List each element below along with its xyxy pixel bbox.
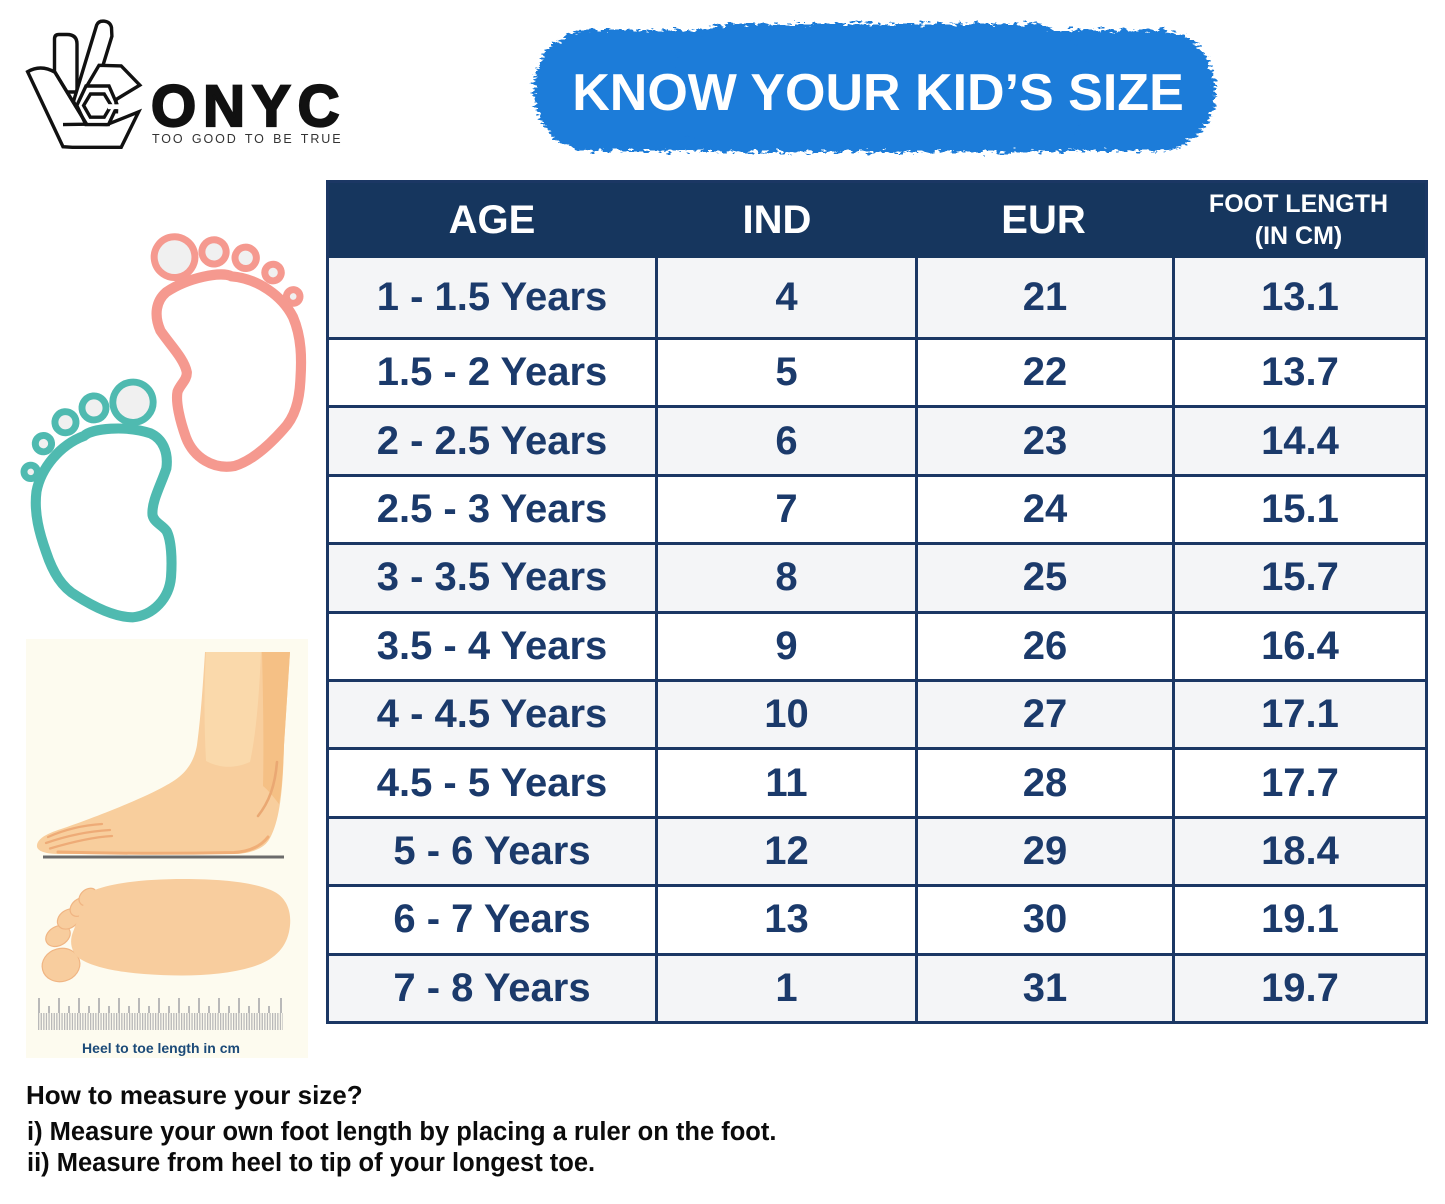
svg-text:Heel to toe length in cm: Heel to toe length in cm [82,1040,240,1056]
